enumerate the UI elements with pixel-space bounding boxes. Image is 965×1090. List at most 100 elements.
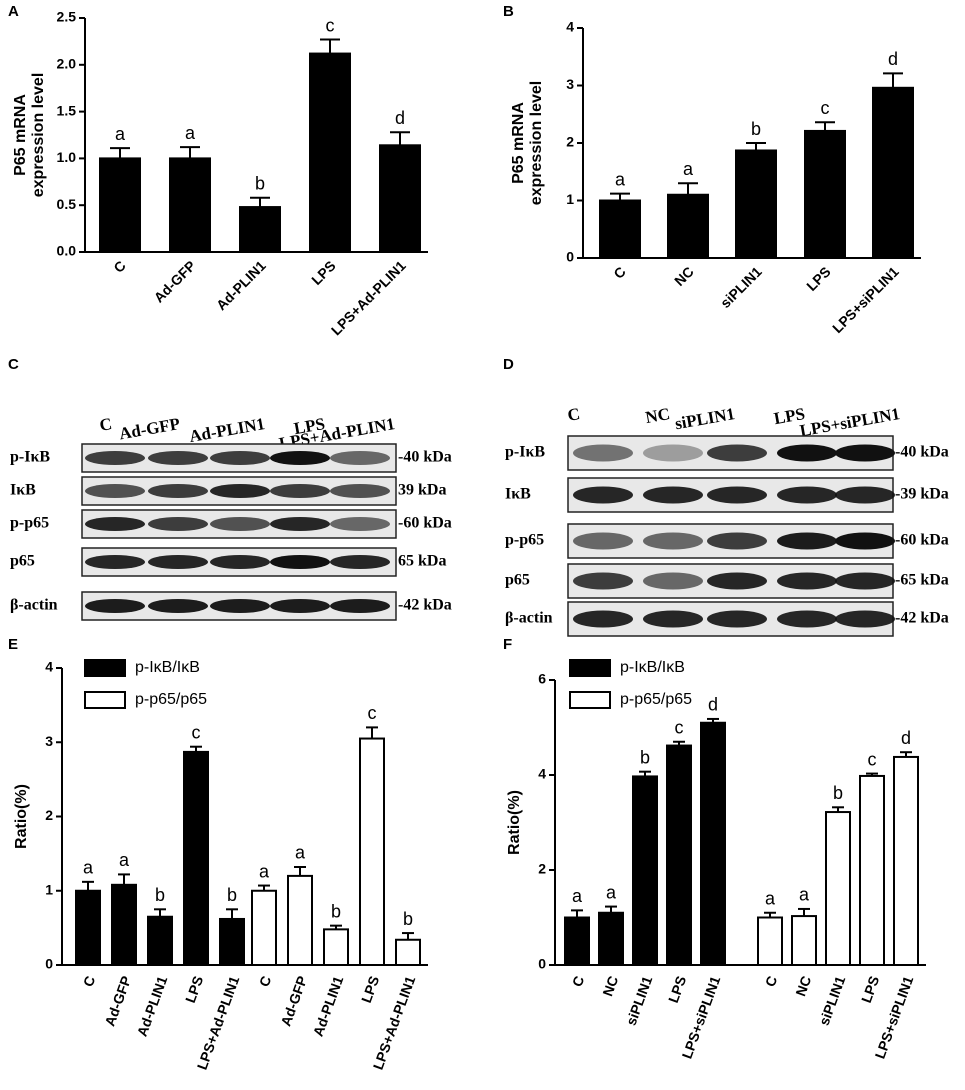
- size-label: -39 kDa: [895, 486, 949, 503]
- bar: [169, 157, 211, 253]
- x-tick-label: Ad-GFP: [101, 974, 134, 1028]
- legend-label: p-p65/p65: [135, 691, 207, 708]
- y-tick-label: 0.5: [57, 196, 77, 212]
- blot-band: [210, 484, 270, 498]
- lane-label: LPS+siPLIN1: [798, 404, 901, 440]
- size-label: -40 kDa: [895, 444, 949, 461]
- legend-swatch: [569, 659, 611, 677]
- x-tick-label: LPS: [308, 257, 339, 288]
- legend-swatch: [569, 691, 611, 709]
- legend-label: p-p65/p65: [620, 691, 692, 708]
- row-label: p-IκB: [10, 449, 50, 466]
- significance-letter: d: [888, 49, 898, 69]
- x-tick-label: siPLIN1: [623, 974, 656, 1028]
- x-tick-label: C: [610, 263, 628, 281]
- row-label: β-actin: [10, 597, 58, 614]
- x-tick-label: siPLIN1: [816, 974, 849, 1028]
- significance-letter: d: [395, 108, 405, 128]
- blot-band: [330, 451, 390, 465]
- x-tick-label: LPS: [182, 974, 206, 1005]
- significance-letter: c: [675, 718, 684, 738]
- row-label: p-p65: [505, 532, 544, 549]
- blot-band: [85, 484, 145, 498]
- blot-band: [835, 444, 895, 462]
- blot-band: [270, 599, 330, 613]
- blot-band: [85, 517, 145, 531]
- y-axis-label: expression level: [528, 81, 545, 206]
- x-tick-label: Ad-PLIN1: [213, 257, 269, 313]
- bar: [804, 129, 846, 259]
- blot-band: [835, 486, 895, 504]
- x-tick-label: Ad-PLIN1: [134, 974, 171, 1039]
- row-label: IκB: [505, 486, 531, 503]
- bar: [239, 206, 281, 254]
- bar: [99, 157, 141, 253]
- blot-band: [777, 572, 837, 590]
- bar: [825, 811, 851, 966]
- significance-letter: a: [115, 124, 126, 144]
- blot-band: [330, 599, 390, 613]
- bar: [309, 52, 351, 254]
- bar: [395, 938, 421, 967]
- significance-letter: a: [799, 885, 810, 905]
- blot-band: [707, 532, 767, 550]
- size-label: -40 kDa: [398, 449, 452, 466]
- blot-band: [835, 610, 895, 628]
- significance-letter: c: [868, 749, 877, 769]
- bar: [287, 874, 313, 967]
- lane-label: Ad-GFP: [118, 414, 182, 443]
- y-tick-label: 2.5: [57, 9, 77, 25]
- x-tick-label: LPS+siPLIN1: [829, 263, 902, 336]
- blot-band: [573, 444, 633, 462]
- blot-band: [573, 572, 633, 590]
- blot-band: [835, 532, 895, 550]
- x-tick-label: NC: [671, 263, 697, 289]
- row-label: p-p65: [10, 515, 49, 532]
- bar: [323, 928, 349, 966]
- y-tick-label: 0.0: [57, 243, 77, 259]
- size-label: -60 kDa: [398, 515, 452, 532]
- significance-letter: b: [833, 783, 843, 803]
- y-tick-label: 4: [566, 19, 574, 35]
- blot-band: [573, 486, 633, 504]
- significance-letter: c: [326, 15, 335, 35]
- bar: [147, 915, 173, 966]
- blot-band: [148, 517, 208, 531]
- bar: [872, 86, 914, 259]
- blot-band: [85, 555, 145, 569]
- bar: [666, 744, 692, 966]
- panel-label: C: [8, 356, 19, 373]
- significance-letter: d: [901, 728, 911, 748]
- significance-letter: b: [751, 119, 761, 139]
- significance-letter: b: [227, 885, 237, 905]
- blot-band: [210, 451, 270, 465]
- significance-letter: b: [403, 909, 413, 929]
- blot-band: [643, 486, 703, 504]
- x-tick-label: C: [80, 974, 98, 989]
- bar: [183, 750, 209, 967]
- y-tick-label: 2.0: [57, 56, 77, 72]
- bar: [632, 775, 658, 966]
- blot-band: [707, 444, 767, 462]
- y-tick-label: 3: [45, 733, 53, 749]
- y-tick-label: 4: [45, 659, 53, 675]
- blot-band: [835, 572, 895, 590]
- y-tick-label: 0: [538, 956, 546, 972]
- significance-letter: c: [368, 703, 377, 723]
- bar: [251, 889, 277, 966]
- y-tick-label: 1: [45, 881, 53, 897]
- significance-letter: a: [259, 861, 270, 881]
- size-label: -42 kDa: [398, 597, 452, 614]
- y-tick-label: 0: [566, 249, 574, 265]
- x-tick-label: siPLIN1: [717, 263, 765, 311]
- blot-band: [270, 484, 330, 498]
- blot-band: [210, 555, 270, 569]
- blot-band: [777, 486, 837, 504]
- row-label: p65: [10, 553, 35, 570]
- significance-letter: c: [192, 722, 201, 742]
- bar: [111, 883, 137, 966]
- blot-band: [643, 610, 703, 628]
- significance-letter: d: [708, 695, 718, 715]
- blot-band: [777, 444, 837, 462]
- x-tick-label: NC: [792, 974, 814, 998]
